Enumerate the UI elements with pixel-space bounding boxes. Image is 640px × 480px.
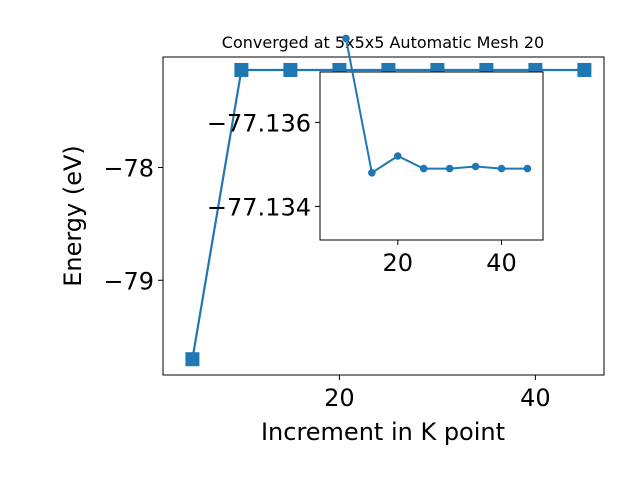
chart-title: Converged at 5x5x5 Automatic Mesh 20: [222, 33, 544, 52]
data-point: [445, 164, 454, 173]
y-tick-label: −78: [103, 155, 154, 183]
main-axes: 20 40 −78 −79: [103, 155, 550, 412]
inset-series-line: [344, 38, 528, 175]
data-point: [577, 62, 592, 77]
data-point: [342, 34, 350, 43]
x-axis-label: Increment in K point: [261, 418, 505, 446]
inset-plot-frame: [319, 71, 544, 241]
data-point: [523, 164, 532, 173]
data-point: [185, 352, 200, 367]
data-point: [471, 162, 480, 171]
data-point: [419, 164, 428, 173]
inset-series-markers: [342, 34, 532, 177]
x-tick-label: 40: [486, 249, 517, 277]
x-tick-label: 20: [383, 249, 414, 277]
y-axis-label: Energy (eV): [59, 145, 87, 287]
inset-axes: 20 40 −77.136 −77.134: [207, 109, 517, 277]
data-point: [283, 62, 298, 77]
data-point: [497, 164, 506, 173]
data-point: [393, 152, 402, 160]
x-tick-label: 20: [324, 384, 355, 412]
data-point: [234, 62, 249, 77]
y-tick-label: −77.136: [207, 109, 311, 137]
y-tick-label: −77.134: [207, 193, 311, 221]
x-tick-label: 40: [520, 384, 551, 412]
main-plot-frame: [162, 56, 605, 376]
y-tick-label: −79: [103, 267, 154, 295]
data-point: [368, 169, 376, 177]
